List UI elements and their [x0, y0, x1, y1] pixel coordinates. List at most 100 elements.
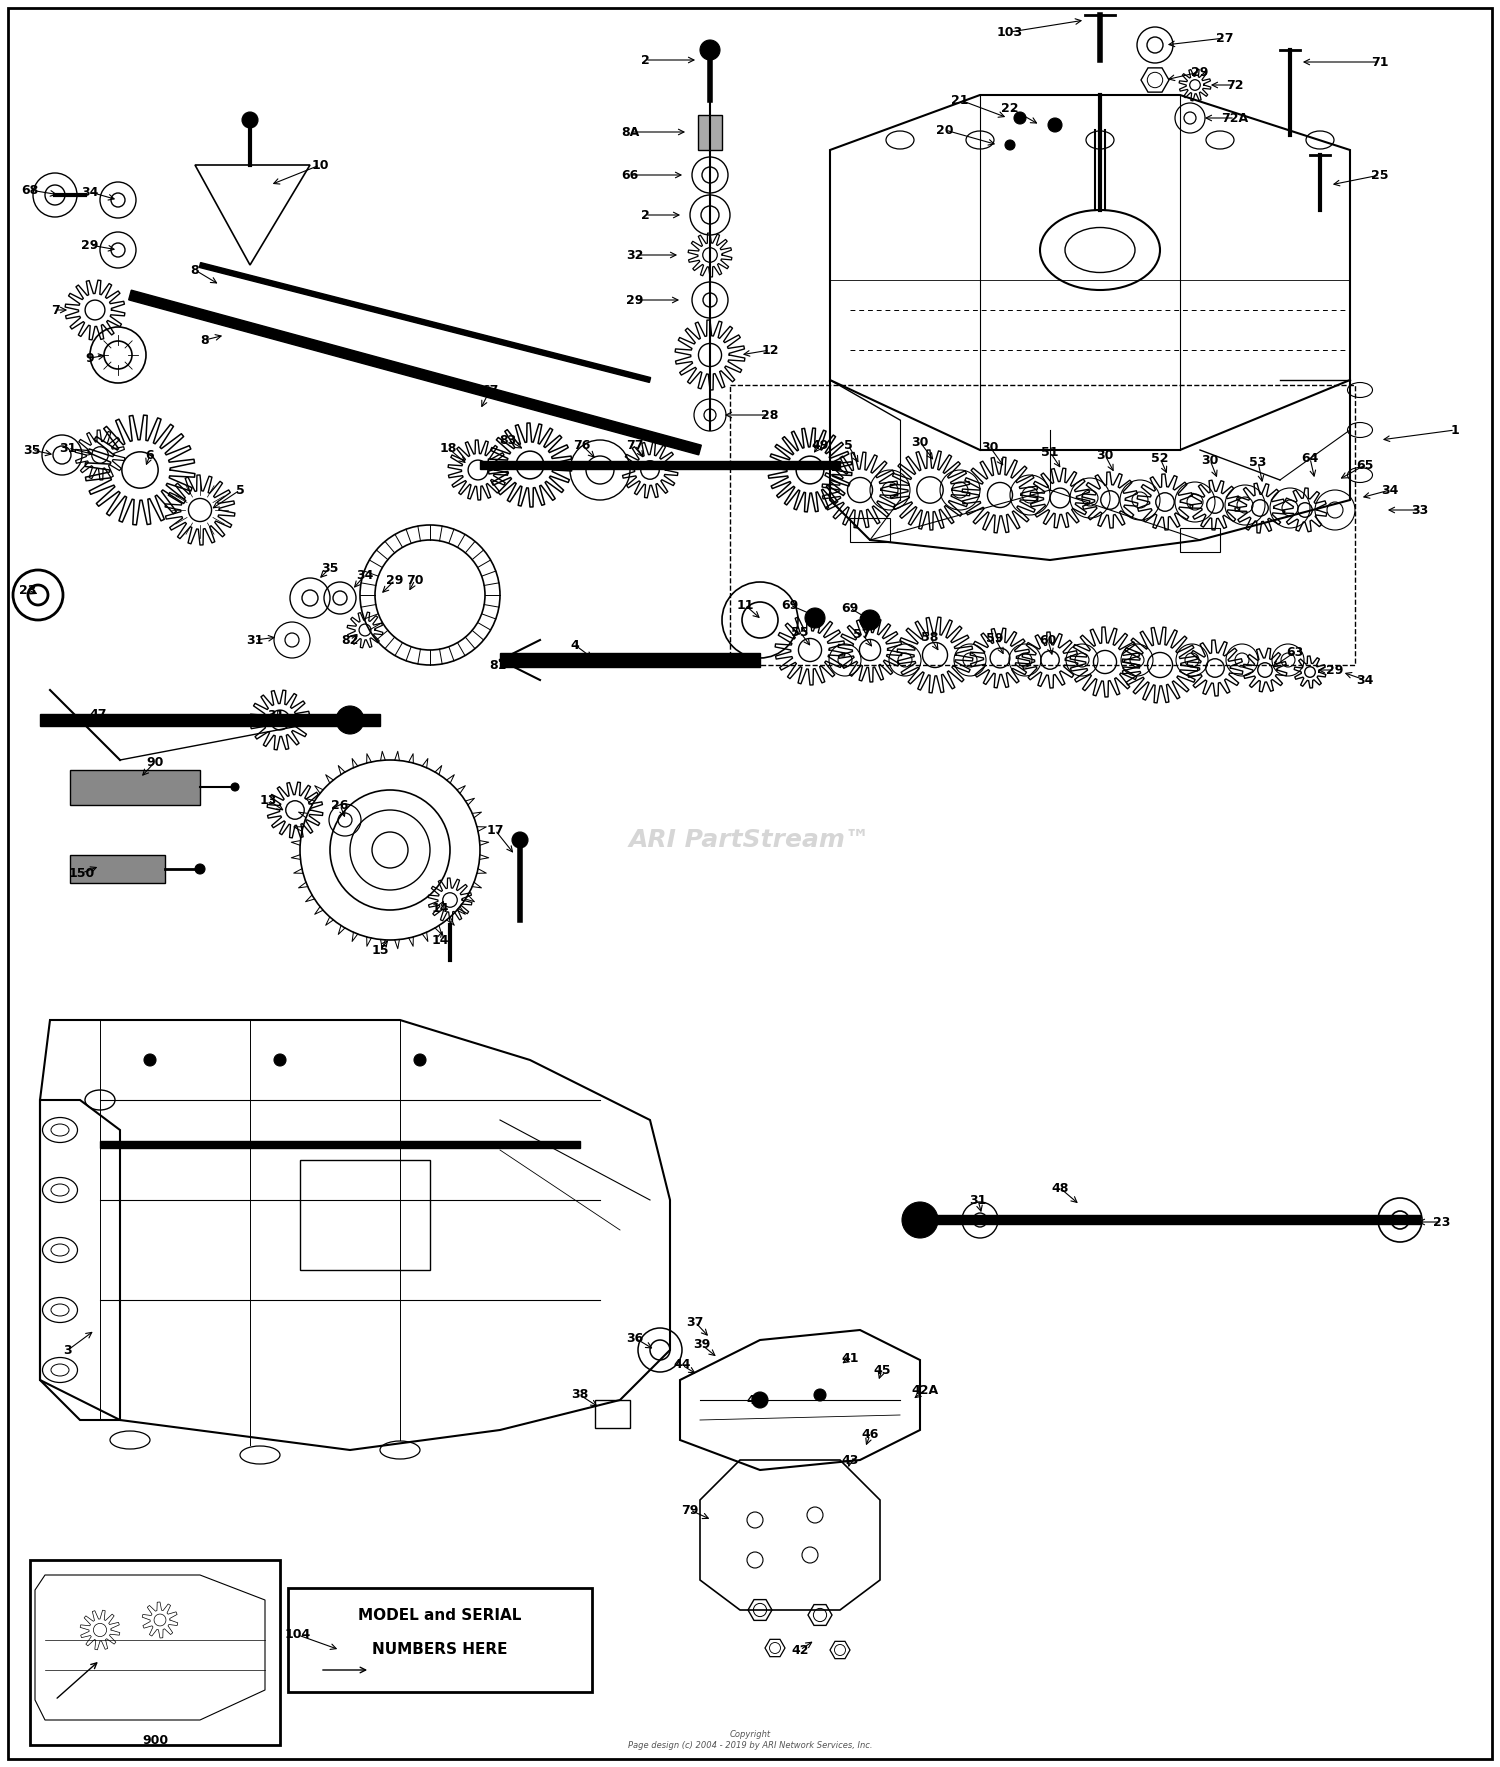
Text: 34: 34	[1356, 673, 1374, 687]
Text: 39: 39	[693, 1338, 711, 1352]
Text: 83: 83	[500, 433, 516, 447]
Text: 82: 82	[342, 634, 358, 647]
Text: 8: 8	[190, 263, 200, 276]
Text: 45: 45	[873, 1364, 891, 1376]
Text: 22: 22	[1002, 101, 1019, 115]
Text: 36: 36	[627, 1332, 644, 1345]
Bar	[30, 1560, 280, 1746]
Text: 37: 37	[687, 1315, 703, 1329]
Bar	[698, 115, 721, 150]
Polygon shape	[40, 714, 380, 726]
Circle shape	[512, 832, 528, 848]
Text: 29: 29	[1326, 663, 1344, 677]
Polygon shape	[100, 1141, 580, 1149]
Text: 29: 29	[81, 239, 99, 251]
Text: 2: 2	[640, 209, 650, 221]
Text: 26: 26	[332, 799, 348, 811]
Text: 64: 64	[1302, 452, 1318, 465]
Text: 79: 79	[681, 1504, 699, 1516]
Circle shape	[700, 41, 720, 60]
Bar	[1180, 528, 1219, 551]
Text: 8: 8	[201, 334, 210, 346]
Circle shape	[806, 608, 825, 627]
Bar	[70, 770, 200, 806]
Text: 55: 55	[792, 626, 808, 638]
Text: 23: 23	[1434, 1216, 1450, 1228]
Text: 29: 29	[387, 574, 404, 587]
Text: 76: 76	[573, 438, 591, 452]
Text: Copyright
Page design (c) 2004 - 2019 by ARI Network Services, Inc.: Copyright Page design (c) 2004 - 2019 by…	[627, 1730, 873, 1749]
Text: 14: 14	[432, 901, 448, 915]
Text: 81: 81	[489, 659, 507, 671]
Text: 103: 103	[998, 25, 1023, 39]
Text: 6: 6	[146, 449, 154, 461]
Text: 31: 31	[246, 634, 264, 647]
Text: 69: 69	[782, 599, 798, 611]
Circle shape	[274, 1053, 286, 1066]
Text: 18: 18	[440, 442, 456, 454]
Text: 29: 29	[627, 293, 644, 306]
Text: 27: 27	[1216, 32, 1233, 44]
Text: 5: 5	[236, 484, 244, 497]
Polygon shape	[200, 263, 651, 382]
Text: 104: 104	[285, 1629, 310, 1642]
Circle shape	[902, 1202, 938, 1239]
Text: 14: 14	[432, 933, 448, 947]
Circle shape	[242, 111, 258, 127]
Circle shape	[144, 1053, 156, 1066]
Text: 2: 2	[640, 53, 650, 67]
Text: MODEL and SERIAL: MODEL and SERIAL	[358, 1608, 522, 1622]
Text: 72: 72	[1227, 78, 1244, 92]
Circle shape	[231, 783, 238, 792]
Text: 66: 66	[621, 168, 639, 182]
Bar	[300, 1159, 430, 1270]
Text: 11: 11	[736, 599, 753, 611]
Text: 30: 30	[981, 440, 999, 454]
Text: 15: 15	[372, 944, 388, 956]
Text: 65: 65	[1356, 458, 1374, 472]
Circle shape	[1014, 111, 1026, 124]
Text: 33: 33	[1412, 504, 1428, 516]
Circle shape	[752, 1392, 768, 1408]
Text: 34: 34	[357, 569, 374, 581]
Text: 31: 31	[969, 1193, 987, 1207]
Text: 71: 71	[1371, 55, 1389, 69]
Text: 77: 77	[627, 438, 644, 452]
Text: 48: 48	[1052, 1182, 1068, 1194]
Circle shape	[859, 610, 880, 631]
Text: 31: 31	[267, 709, 285, 721]
Text: 57: 57	[853, 627, 870, 640]
Text: 1: 1	[1450, 424, 1460, 436]
Text: 30: 30	[912, 435, 928, 449]
Text: 9: 9	[86, 352, 94, 364]
Text: 67: 67	[482, 383, 498, 396]
Text: 49: 49	[812, 438, 828, 452]
Circle shape	[1048, 118, 1062, 133]
Text: 30: 30	[1202, 454, 1218, 466]
Text: 8A: 8A	[621, 125, 639, 138]
Text: 30: 30	[1096, 449, 1113, 461]
Text: 20: 20	[936, 124, 954, 136]
Text: 63: 63	[1287, 645, 1304, 659]
Text: 46: 46	[861, 1428, 879, 1442]
Text: 12: 12	[760, 343, 778, 357]
Text: 900: 900	[142, 1733, 168, 1746]
Text: 59: 59	[987, 631, 1004, 645]
Text: 21: 21	[951, 94, 969, 106]
Circle shape	[336, 707, 364, 733]
Text: 32: 32	[627, 249, 644, 262]
Text: 70: 70	[406, 574, 423, 587]
FancyBboxPatch shape	[288, 1589, 592, 1693]
Polygon shape	[480, 461, 840, 468]
Text: ARI PartStream™: ARI PartStream™	[628, 829, 872, 852]
Text: 38: 38	[572, 1389, 588, 1401]
Text: 5: 5	[843, 438, 852, 452]
Text: 150: 150	[69, 866, 94, 880]
Circle shape	[815, 1389, 827, 1401]
Text: NUMBERS HERE: NUMBERS HERE	[372, 1643, 507, 1657]
Circle shape	[1005, 140, 1016, 150]
Text: 31: 31	[60, 442, 76, 454]
Text: 35: 35	[24, 444, 40, 456]
Polygon shape	[920, 1216, 1420, 1225]
Polygon shape	[129, 290, 702, 454]
